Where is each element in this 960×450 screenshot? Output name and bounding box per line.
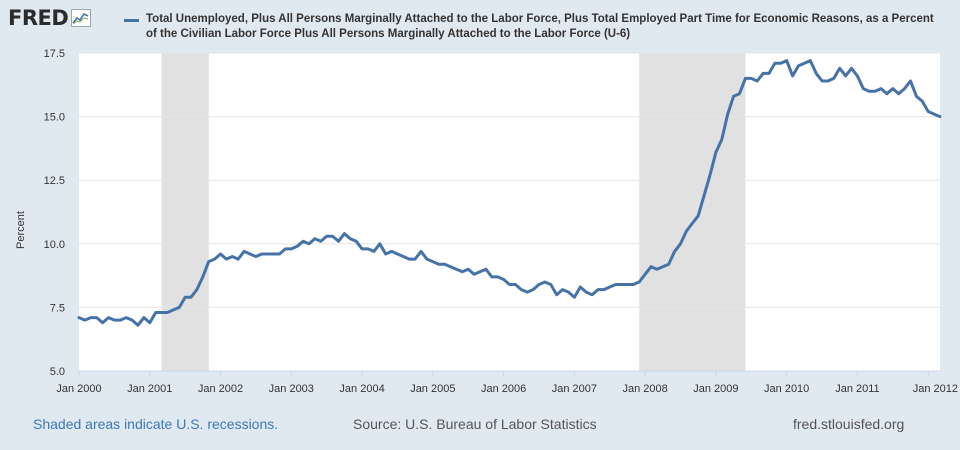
u6-series-line[interactable] bbox=[77, 59, 942, 327]
recession-bands bbox=[161, 53, 746, 371]
y-tick-label: 7.5 bbox=[50, 302, 65, 314]
x-tick-label: Jan 2010 bbox=[764, 383, 809, 395]
x-tick-label: Jan 2006 bbox=[481, 383, 526, 395]
y-tick-label: 5.0 bbox=[50, 366, 65, 378]
legend-series-swatch bbox=[124, 19, 139, 22]
fred-logo-text: FRED bbox=[8, 6, 69, 30]
y-axis-ticks: 5.0 7.5 10.0 12.5 15.0 17.5 bbox=[44, 48, 65, 378]
x-tick-label: Jan 2005 bbox=[410, 383, 455, 395]
x-tick-label: Jan 2008 bbox=[623, 383, 668, 395]
x-axis-ticks: Jan 2000 Jan 2001 Jan 2002 Jan 2003 Jan 2004… bbox=[56, 370, 958, 395]
legend-series-title: Total Unemployed, Plus All Persons Margi… bbox=[146, 13, 934, 40]
y-axis-label: Percent bbox=[15, 211, 27, 249]
x-tick-label: Jan 2003 bbox=[269, 383, 314, 395]
x-tick-label: Jan 2004 bbox=[339, 383, 384, 395]
y-tick-label: 17.5 bbox=[44, 48, 65, 60]
recession-band-1 bbox=[161, 53, 209, 371]
series-layer bbox=[77, 59, 942, 327]
x-tick-label: Jan 2000 bbox=[56, 383, 101, 395]
y-tick-label: 15.0 bbox=[44, 112, 65, 124]
fred-chart-icon bbox=[71, 9, 92, 27]
site-link[interactable]: fred.stlouisfed.org bbox=[793, 416, 905, 432]
fred-logo[interactable]: FRED bbox=[8, 6, 92, 30]
x-tick-label: Jan 2009 bbox=[693, 383, 738, 395]
x-tick-label: Jan 2001 bbox=[127, 383, 172, 395]
x-tick-label: Jan 2011 bbox=[835, 383, 879, 395]
y-tick-label: 10.0 bbox=[44, 239, 65, 251]
x-tick-label: Jan 2012 bbox=[913, 383, 958, 395]
plot-area bbox=[79, 53, 940, 371]
y-tick-label: 12.5 bbox=[44, 175, 65, 187]
x-tick-label: Jan 2002 bbox=[198, 383, 243, 395]
source-text: Source: U.S. Bureau of Labor Statistics bbox=[353, 416, 597, 432]
recession-band-2 bbox=[639, 53, 746, 371]
chart-legend[interactable]: Total Unemployed, Plus All Persons Margi… bbox=[124, 12, 934, 42]
x-tick-label: Jan 2007 bbox=[552, 383, 597, 395]
recession-note-link[interactable]: Shaded areas indicate U.S. recessions. bbox=[33, 416, 279, 432]
